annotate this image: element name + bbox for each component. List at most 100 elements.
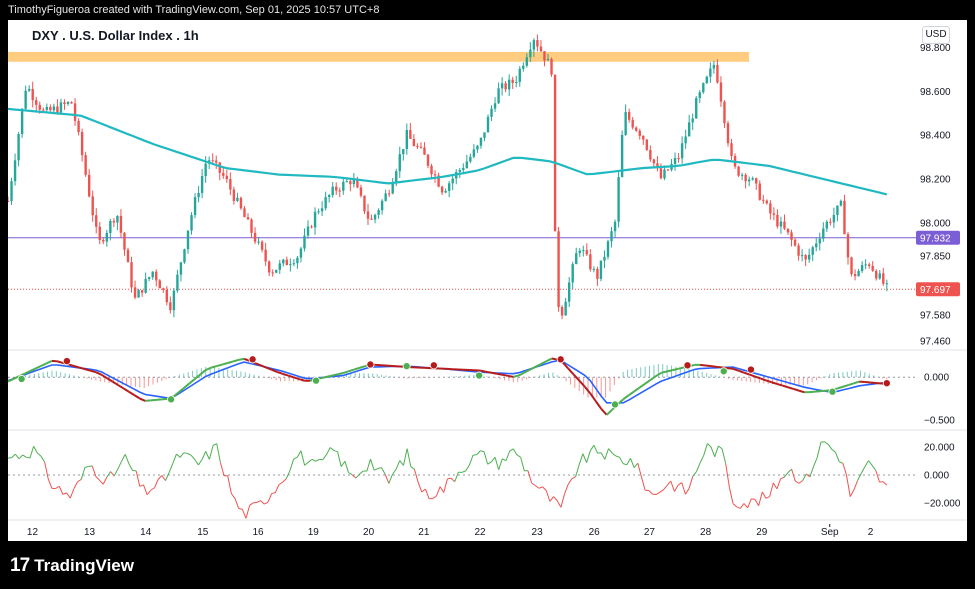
crossover-dot [882, 379, 891, 388]
currency-badge[interactable]: USD [922, 26, 950, 44]
oscillator-fast-line [254, 362, 262, 367]
tradingview-logo-icon: 17 [10, 555, 30, 576]
rsi-line-segment [117, 461, 122, 470]
oscillator-fast-line [210, 365, 217, 369]
rsi-line-segment [164, 472, 170, 481]
oscillator-fast-line [787, 386, 794, 390]
time-axis-label: 19 [308, 527, 320, 538]
rsi-line-segment [282, 478, 287, 483]
candle-body [345, 181, 349, 183]
candle-body [779, 221, 783, 227]
candle-body [193, 197, 197, 216]
rsi-line-segment [241, 509, 247, 519]
oscillator-fast-line [622, 394, 630, 401]
rsi-line-segment [77, 479, 82, 483]
rsi-line-segment [728, 487, 734, 504]
candle-body [719, 82, 723, 102]
rsi-line-segment [747, 498, 752, 508]
rsi-line-segment [370, 458, 375, 471]
rsi-line-segment [124, 454, 130, 464]
oscillator-fast-line [128, 390, 135, 396]
price-axis-label: 98.600 [920, 87, 951, 98]
rsi-line-segment [868, 460, 873, 466]
oscillator-fast-line [529, 366, 536, 371]
candle-body [87, 174, 91, 197]
rsi-line-segment [824, 441, 829, 445]
rsi-line-segment [791, 469, 796, 482]
chart-svg[interactable]: 98.800 98.600 98.400 98.200 98.000 97.850 97.5… [8, 20, 967, 541]
candle-body [850, 257, 853, 275]
crossover-dot [402, 362, 411, 371]
tradingview-brand: TradingView [34, 556, 134, 575]
oscillator-fast-line [68, 363, 75, 367]
candle-body [84, 155, 87, 175]
candle-body [42, 109, 45, 111]
crossover-dot [611, 400, 620, 409]
rsi-line-segment [14, 453, 20, 460]
candle-body [853, 274, 857, 277]
candle-body [299, 248, 303, 258]
rsi-line-segment [194, 459, 199, 466]
rsi-line-segment [267, 493, 273, 503]
rsi-line-segment [736, 506, 741, 509]
rsi-line-segment [304, 461, 309, 466]
candle-body [356, 180, 359, 188]
candle-body [246, 217, 250, 220]
rsi-line-segment [802, 473, 807, 481]
tradingview-logo[interactable]: 17 TradingView [10, 555, 134, 576]
crossover-dot [683, 361, 692, 370]
candle-body [807, 254, 811, 260]
rsi-line-segment [58, 486, 64, 495]
candle-body [147, 277, 151, 279]
oscillator-fast-line [348, 368, 355, 373]
candle-body [162, 288, 165, 290]
rsi-line-segment [732, 503, 738, 508]
time-axis-label: 27 [644, 527, 656, 538]
candle-body [663, 169, 666, 179]
candle-body [730, 143, 733, 156]
rsi-line-segment [725, 463, 730, 488]
candle-body [105, 232, 109, 242]
rsi-line-segment [256, 500, 261, 503]
oscillator-fast-line [853, 380, 860, 385]
symbol-title[interactable]: DXY . U.S. Dollar Index . 1h [32, 28, 199, 43]
candle-body [176, 274, 179, 291]
rsi-line-segment [520, 457, 525, 471]
time-axis-label: 16 [252, 527, 264, 538]
rsi-line-segment [55, 485, 60, 489]
rsi-line-segment [392, 468, 397, 475]
candle-body [627, 112, 631, 120]
rsi-line-segment [344, 461, 350, 473]
candle-body [102, 239, 105, 242]
candle-body [465, 161, 469, 168]
rsi-line-segment [88, 465, 93, 467]
price-axis-label: 97.460 [920, 337, 951, 348]
rsi-line-segment [765, 496, 770, 499]
candle-body [691, 118, 694, 123]
rsi-line-segment [443, 478, 448, 493]
rsi-line-segment [611, 452, 617, 457]
rsi-line-segment [798, 480, 803, 484]
crossover-dot [475, 371, 484, 380]
rsi-line-segment [227, 475, 232, 494]
rsi-line-segment [714, 445, 719, 457]
candle-body [296, 257, 299, 264]
candle-body [800, 255, 804, 257]
rsi-line-segment [509, 448, 514, 452]
oscillator-fast-line [298, 378, 305, 382]
rsi-line-segment [439, 486, 445, 493]
rsi-line-segment [135, 470, 141, 487]
resistance-zone [8, 51, 750, 62]
oscillator-fast-line [331, 373, 338, 377]
candle-body [17, 134, 20, 161]
candle-body [313, 211, 317, 228]
rsi-line-segment [84, 465, 89, 468]
price-axis-label: 98.200 [920, 175, 951, 186]
rsi-line-segment [172, 453, 177, 464]
rsi-line-segment [289, 459, 295, 471]
rsi-line-segment [549, 496, 555, 502]
candle-body [250, 219, 253, 233]
candle-body [275, 269, 278, 273]
rsi-line-segment [487, 461, 492, 465]
rsi-line-segment [216, 443, 221, 463]
